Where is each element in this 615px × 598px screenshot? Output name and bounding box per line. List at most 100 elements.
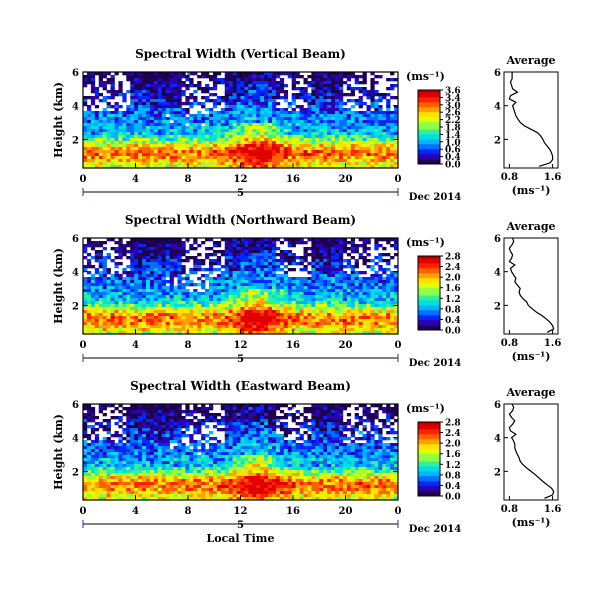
heatmap-cell: [287, 238, 292, 242]
heatmap-cell: [138, 120, 143, 124]
heatmap-cell: [118, 129, 123, 133]
heatmap-cell: [327, 262, 332, 266]
heatmap-cell: [181, 316, 186, 320]
heatmap-cell: [185, 316, 190, 320]
heatmap-cell: [146, 81, 151, 85]
heatmap-cell: [319, 253, 324, 257]
heatmap-cell: [244, 322, 249, 326]
heatmap-cell: [118, 304, 123, 308]
heatmap-cell: [165, 298, 170, 302]
heatmap-cell: [240, 250, 245, 254]
heatmap-cell: [118, 295, 123, 299]
heatmap-cell: [256, 328, 261, 332]
heatmap-cell: [106, 165, 111, 169]
heatmap-cell: [295, 295, 300, 299]
heatmap-cell: [122, 114, 127, 118]
heatmap-cell: [358, 319, 363, 323]
heatmap-cell: [354, 274, 359, 278]
heatmap-cell: [248, 138, 253, 142]
heatmap-cell: [291, 277, 296, 281]
heatmap-cell: [98, 241, 103, 245]
heatmap-cell: [114, 331, 119, 335]
heatmap-cell: [106, 138, 111, 142]
heatmap-cell: [354, 159, 359, 163]
heatmap-cell: [335, 250, 340, 254]
heatmap-cell: [138, 301, 143, 305]
heatmap-cell: [157, 120, 163, 124]
heatmap-cell: [173, 165, 178, 169]
heatmap-cell: [260, 253, 265, 257]
heatmap-cell: [201, 102, 206, 106]
heatmap-cell: [323, 129, 328, 133]
heatmap-cell: [315, 271, 320, 275]
heatmap-cell: [83, 111, 88, 115]
heatmap-cell: [122, 162, 127, 166]
heatmap-cell: [303, 96, 308, 100]
heatmap-cell: [126, 129, 131, 133]
heatmap-cell: [220, 99, 226, 103]
heatmap-cell: [268, 102, 273, 106]
heatmap-cell: [256, 72, 261, 76]
heatmap-cell: [130, 159, 135, 163]
heatmap-cell: [275, 277, 281, 281]
heatmap-cell: [149, 268, 155, 272]
heatmap-cell: [185, 319, 190, 323]
heatmap-cell: [272, 271, 277, 275]
heatmap-cell: [98, 328, 103, 332]
heatmap-cell: [394, 286, 399, 290]
heatmap-cell: [90, 247, 96, 251]
heatmap-cell: [90, 283, 96, 287]
heatmap-cell: [86, 162, 92, 166]
heatmap-cell: [323, 289, 328, 293]
heatmap-cell: [240, 102, 245, 106]
heatmap-cell: [338, 247, 344, 251]
heatmap-cell: [362, 271, 367, 275]
heatmap-cell: [224, 93, 229, 97]
heatmap-cell: [185, 313, 190, 317]
heatmap-cell: [279, 96, 285, 100]
heatmap-cell: [86, 458, 92, 462]
heatmap-cell: [224, 328, 229, 332]
heatmap-cell: [232, 102, 237, 106]
heatmap-cell: [220, 162, 226, 166]
heatmap-cell: [264, 298, 269, 302]
heatmap-cell: [232, 265, 237, 269]
heatmap-cell: [299, 159, 304, 163]
heatmap-cell: [236, 159, 241, 163]
heatmap-cell: [114, 313, 119, 317]
heatmap-cell: [244, 153, 249, 157]
heatmap-cell: [83, 144, 88, 148]
heatmap-cell: [165, 123, 170, 127]
heatmap-cell: [197, 81, 202, 85]
heatmap-cell: [165, 325, 170, 329]
heatmap-cell: [161, 280, 166, 284]
heatmap-cell: [169, 331, 174, 335]
heatmap-cell: [224, 247, 229, 251]
heatmap-cell: [335, 247, 340, 251]
heatmap-cell: [157, 292, 163, 296]
heatmap-cell: [252, 304, 257, 308]
heatmap-cell: [83, 78, 88, 82]
heatmap-cell: [153, 328, 159, 332]
heatmap-cell: [197, 123, 202, 127]
heatmap-cell: [185, 84, 190, 88]
heatmap-cell: [394, 96, 399, 100]
heatmap-cell: [303, 153, 308, 157]
heatmap-cell: [252, 162, 257, 166]
heatmap-cell: [287, 304, 292, 308]
heatmap-cell: [295, 159, 300, 163]
heatmap-cell: [331, 268, 336, 272]
heatmap-cell: [338, 81, 344, 85]
heatmap-cell: [146, 90, 151, 94]
heatmap-cell: [307, 144, 312, 148]
heatmap-cell: [98, 449, 103, 453]
heatmap-cell: [315, 108, 320, 112]
heatmap-cell: [299, 298, 304, 302]
heatmap-cell: [220, 286, 226, 290]
heatmap-cell: [260, 99, 265, 103]
heatmap-cell: [342, 277, 348, 281]
heatmap-cell: [130, 99, 135, 103]
heatmap-cell: [240, 259, 245, 263]
heatmap-cell: [130, 268, 135, 272]
